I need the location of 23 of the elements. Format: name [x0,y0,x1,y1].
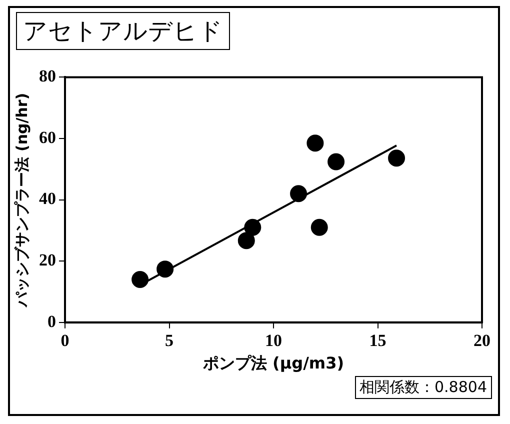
point [388,150,406,167]
point [306,134,324,152]
point [238,232,255,250]
y-tick-label: 80 [39,66,56,86]
point [132,270,149,288]
x-tick-label: 10 [265,330,282,350]
x-tick-label: 20 [474,330,490,350]
point [290,185,308,202]
point [310,218,328,236]
text: 相関係数：0.8804 [354,376,492,399]
point [244,218,262,236]
chart-title: アセトアルデヒド [16,12,230,50]
y-tick-label: 20 [39,250,56,270]
x-tick-label: 0 [60,330,70,350]
x-tick-label: 5 [165,330,174,350]
point [156,260,174,278]
y-tick-label: 60 [39,128,56,147]
point [328,153,345,170]
y-tick-label: 0 [48,312,56,331]
y-axis-title: パッシブサンプラー法 (ng/hr) [12,92,31,308]
y-tick-label: 40 [39,189,56,208]
x-tick-label: 15 [369,330,386,350]
x-axis-title: ポンプ法 (μg/m3) [202,354,344,373]
